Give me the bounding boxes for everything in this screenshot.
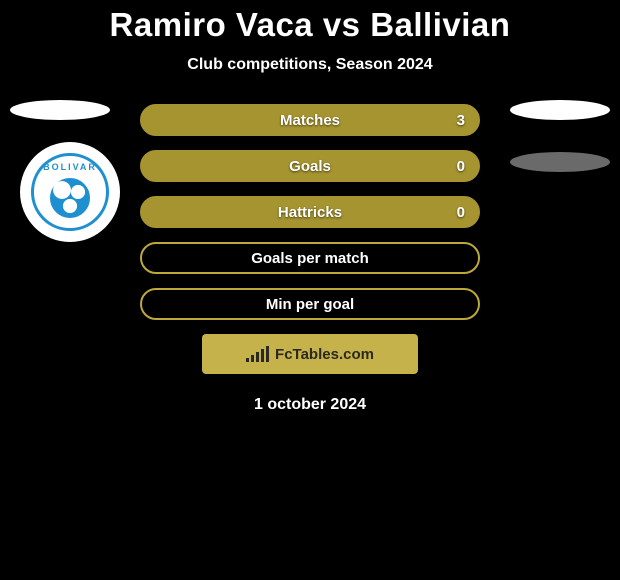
page-subtitle: Club competitions, Season 2024 bbox=[0, 56, 620, 74]
right-marker-bottom-ellipse bbox=[510, 152, 610, 172]
left-marker-ellipse bbox=[10, 100, 110, 120]
club-badge: BOLIVAR bbox=[20, 142, 120, 242]
stat-row: Hattricks0 bbox=[140, 196, 480, 228]
page-title: Ramiro Vaca vs Ballivian bbox=[0, 0, 620, 44]
stat-value: 0 bbox=[457, 158, 465, 175]
club-badge-text: BOLIVAR bbox=[43, 162, 97, 172]
stat-label: Matches bbox=[141, 112, 479, 129]
stat-value: 3 bbox=[457, 112, 465, 129]
stat-row-list: Matches3Goals0Hattricks0Goals per matchM… bbox=[140, 104, 480, 320]
stat-label: Goals per match bbox=[142, 250, 478, 267]
as-of-date: 1 october 2024 bbox=[0, 396, 620, 414]
bar-icon-segment bbox=[246, 358, 249, 362]
stat-row: Matches3 bbox=[140, 104, 480, 136]
stat-label: Goals bbox=[141, 158, 479, 175]
soccer-ball-icon bbox=[48, 176, 92, 220]
stat-row: Min per goal bbox=[140, 288, 480, 320]
stat-label: Min per goal bbox=[142, 296, 478, 313]
bar-icon-segment bbox=[251, 355, 254, 362]
bar-icon-segment bbox=[256, 352, 259, 362]
right-marker-top-ellipse bbox=[510, 100, 610, 120]
bar-icon-segment bbox=[261, 349, 264, 362]
stat-value: 0 bbox=[457, 204, 465, 221]
club-badge-inner: BOLIVAR bbox=[31, 153, 109, 231]
comparison-stage: BOLIVAR Matches3Goals0Hattricks0Goals pe… bbox=[0, 104, 620, 444]
bar-chart-icon bbox=[246, 346, 269, 362]
stat-row: Goals per match bbox=[140, 242, 480, 274]
stat-label: Hattricks bbox=[141, 204, 479, 221]
bar-icon-segment bbox=[266, 346, 269, 362]
source-logo-text: FcTables.com bbox=[275, 346, 374, 363]
stat-row: Goals0 bbox=[140, 150, 480, 182]
source-logo-box: FcTables.com bbox=[202, 334, 418, 374]
